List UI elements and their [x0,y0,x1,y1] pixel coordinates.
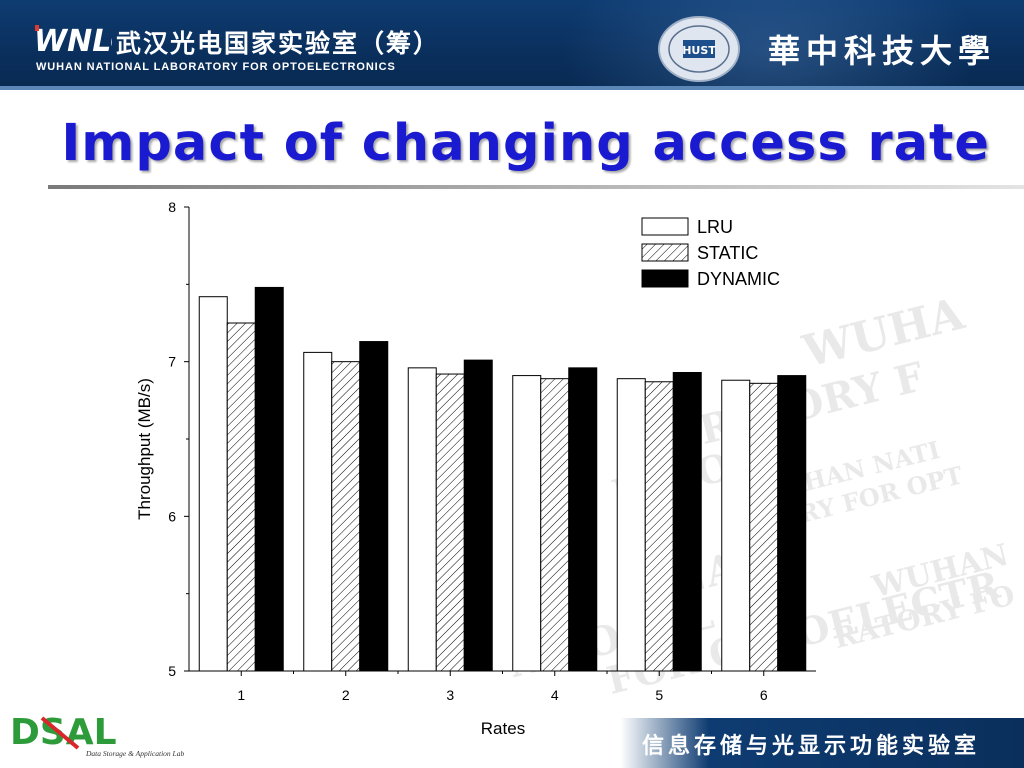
y-tick-label-5: 5 [168,663,176,679]
footer-bar [620,718,1024,768]
dsal-logo-text: DSAL [10,712,117,753]
legend-label-static: STATIC [697,243,758,263]
lab-name-cn: 武汉光电国家实验室（筹） [116,29,441,58]
bar-dynamic-6 [777,375,807,672]
legend-label-dynamic: DYNAMIC [697,269,780,289]
wnlo-logo-icon: WNLO [34,24,112,56]
bar-static-2 [331,361,361,672]
title-divider [48,185,1024,189]
y-tick-label-6: 6 [168,508,176,524]
x-tick-label-2: 2 [342,687,350,703]
dsal-logo-icon: DSAL Data Storage & Application Lab [10,712,184,758]
header-banner: WNLO 武汉光电国家实验室（筹） WUHAN NATIONAL LABORAT… [0,0,1024,90]
bar-dynamic-3 [463,359,493,672]
bar-dynamic-5 [672,371,702,672]
seal-text: HUST [682,44,716,57]
legend-label-lru: LRU [697,217,733,237]
slide-title: Impact of changing access rate [61,114,990,173]
banner-glow [560,0,980,90]
x-tick-label-3: 3 [446,687,454,703]
bar-lru-2 [303,351,333,672]
chart-legend: LRU STATIC DYNAMIC [641,217,780,289]
wnlo-logo-text: WNLO [34,24,112,56]
x-tick-label-1: 1 [237,687,245,703]
dsal-logo-subtitle: Data Storage & Application Lab [85,749,184,758]
banner-strip [0,86,1024,90]
legend-swatch-dynamic [641,269,689,288]
bar-lru-6 [721,379,751,672]
bar-static-1 [226,322,256,672]
y-tick-label-7: 7 [168,354,176,370]
university-seal-icon: HUST [658,16,740,82]
x-tick-label-6: 6 [760,687,768,703]
legend-swatch-lru [641,217,689,236]
bar-lru-1 [198,296,228,672]
bar-dynamic-2 [359,341,389,672]
bar-lru-3 [407,367,437,672]
bar-lru-4 [512,375,542,672]
legend-swatch-static [641,243,689,262]
bar-lru-5 [616,378,646,672]
x-tick-label-5: 5 [655,687,663,703]
y-tick-label-8: 8 [168,199,176,215]
footer-lab-name-cn: 信息存储与光显示功能实验室 [641,733,980,759]
x-axis-title: Rates [481,719,525,738]
bar-static-4 [540,378,570,672]
bar-static-6 [749,382,779,672]
bar-static-3 [435,373,465,672]
x-tick-label-4: 4 [551,687,559,703]
lab-name-en: WUHAN NATIONAL LABORATORY FOR OPTOELECTR… [36,61,396,73]
university-name-cn: 華中科技大學 [768,32,997,70]
bar-static-5 [644,381,674,672]
bar-dynamic-4 [568,367,598,672]
chart-bars [198,286,807,672]
x-axis-ticks: 1 2 3 4 5 6 [237,671,768,703]
y-axis-title: Throughput (MB/s) [135,378,154,520]
logo-red-mark [35,25,39,31]
bar-dynamic-1 [254,286,284,672]
y-axis-ticks: 5 6 7 8 [168,199,189,679]
